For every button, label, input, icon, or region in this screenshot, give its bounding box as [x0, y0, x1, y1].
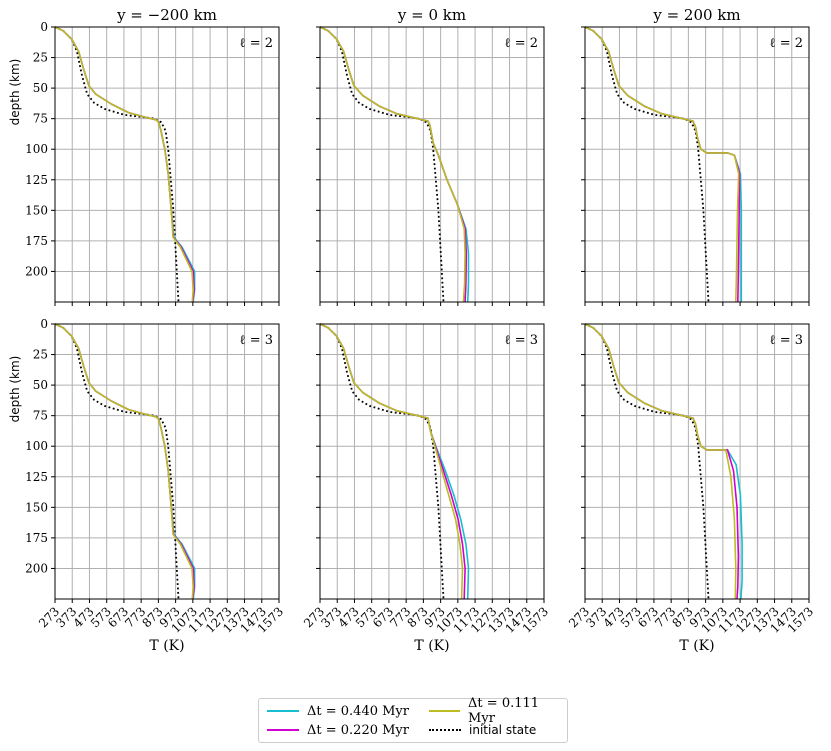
- legend-item-dt0111: Δt = 0.111 Myr: [429, 696, 567, 726]
- ell-annotation: ℓ = 3: [504, 333, 538, 348]
- y-tick-label: 0: [40, 317, 48, 331]
- ell-annotation: ℓ = 2: [769, 36, 803, 51]
- axes-frame: [54, 26, 280, 303]
- panel-r0-c1: y = 0 km ℓ = 2: [316, 6, 545, 306]
- series-line-initial: [319, 26, 445, 303]
- axes-frame: [584, 323, 810, 600]
- ell-annotation: ℓ = 3: [769, 333, 803, 348]
- figure: 0 25 50 75 100 125 150 175 200 depth (km) y = −200…: [8, 6, 816, 654]
- column-title: y = 0 km: [397, 6, 466, 24]
- legend: Δt = 0.440 Myr Δt = 0.220 Myr Δt = 0.111…: [258, 696, 568, 743]
- panel-r0-c2: y = 200 km ℓ = 2: [581, 6, 810, 306]
- legend-swatch-dt022: [267, 729, 299, 731]
- y-tick-label: 25: [33, 51, 48, 65]
- legend-item-dt022: Δt = 0.220 Myr: [267, 721, 409, 739]
- y-tick-label: 75: [33, 409, 48, 423]
- legend-label-dt044: Δt = 0.440 Myr: [307, 703, 409, 719]
- series-line-initial: [54, 323, 180, 600]
- panel-r0-c0: 0 25 50 75 100 125 150 175 200 depth (km) y = −200…: [8, 6, 280, 306]
- y-tick-label: 100: [25, 439, 48, 453]
- y-tick-label: 50: [33, 81, 48, 95]
- legend-swatch-initial: [429, 729, 461, 731]
- legend-label-dt022: Δt = 0.220 Myr: [307, 722, 409, 738]
- y-tick-label: 200: [25, 561, 48, 575]
- y-tick-label: 175: [25, 531, 48, 545]
- legend-label-initial: initial state: [469, 723, 537, 737]
- axes-frame: [584, 26, 810, 303]
- legend-label-dt0111: Δt = 0.111 Myr: [468, 696, 540, 726]
- ell-annotation: ℓ = 2: [504, 36, 538, 51]
- ell-annotation: ℓ = 2: [239, 36, 273, 51]
- series-line-dt0111: [54, 323, 194, 600]
- series-line-dt022: [584, 26, 741, 303]
- x-axis-label: T (K): [679, 638, 714, 654]
- x-axis-label: T (K): [414, 638, 449, 654]
- y-tick-label: 200: [25, 264, 48, 278]
- series-line-dt044: [319, 26, 470, 303]
- y-tick-label: 150: [25, 203, 48, 217]
- ell-annotation: ℓ = 3: [239, 333, 273, 348]
- y-tick-label: 50: [33, 378, 48, 392]
- y-tick-label: 75: [33, 112, 48, 126]
- panel-r1-c1: 2733734735736737738739731073117312731373…: [301, 323, 551, 654]
- series-line-initial: [54, 26, 180, 303]
- series-line-dt044: [584, 323, 743, 600]
- legend-swatch-dt044: [267, 710, 299, 712]
- series-line-dt0111: [584, 323, 737, 600]
- series-line-initial: [584, 26, 710, 303]
- series-line-dt022: [584, 323, 740, 600]
- series-line-dt044: [54, 26, 196, 303]
- series-line-dt022: [319, 323, 466, 600]
- legend-item-initial: initial state: [429, 721, 536, 739]
- y-tick-label: 100: [25, 142, 48, 156]
- series-line-dt022: [54, 323, 195, 600]
- y-tick-label: 0: [40, 20, 48, 34]
- y-tick-label: 150: [25, 500, 48, 514]
- column-title: y = −200 km: [116, 6, 217, 24]
- y-tick-label: 125: [25, 470, 48, 484]
- y-axis-label: depth (km): [8, 356, 22, 423]
- y-tick-label: 25: [33, 348, 48, 362]
- axes-frame: [54, 323, 280, 600]
- series-line-initial: [319, 323, 445, 600]
- series-line-dt0111: [319, 26, 466, 303]
- axes-frame: [319, 26, 545, 303]
- y-axis-label: depth (km): [8, 59, 22, 126]
- series-line-dt0111: [584, 26, 740, 303]
- series-line-dt044: [319, 323, 470, 600]
- legend-swatch-dt0111: [429, 710, 461, 712]
- series-line-dt0111: [54, 26, 194, 303]
- legend-item-dt044: Δt = 0.440 Myr: [267, 702, 409, 720]
- axes-frame: [319, 323, 545, 600]
- series-line-dt022: [319, 26, 468, 303]
- column-title: y = 200 km: [652, 6, 740, 24]
- series-line-initial: [584, 323, 710, 600]
- panel-r1-c2: 2733734735736737738739731073117312731373…: [566, 323, 816, 654]
- series-line-dt022: [54, 26, 195, 303]
- series-line-dt044: [54, 323, 196, 600]
- x-axis-label: T (K): [149, 638, 184, 654]
- series-line-dt0111: [319, 323, 464, 600]
- y-tick-label: 175: [25, 234, 48, 248]
- y-tick-label: 125: [25, 173, 48, 187]
- series-line-dt044: [584, 26, 743, 302]
